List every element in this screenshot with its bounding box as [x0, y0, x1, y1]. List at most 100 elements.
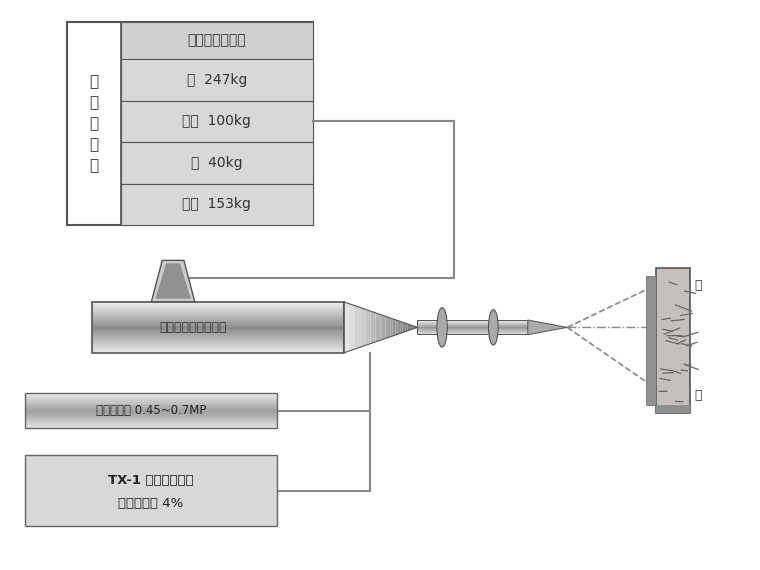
Bar — [92, 326, 344, 327]
Bar — [25, 410, 277, 412]
Bar — [417, 320, 527, 321]
Bar — [25, 409, 277, 410]
Text: 可参考的配合比: 可参考的配合比 — [188, 34, 246, 48]
Text: 风压控制在 0.45~0.7MP: 风压控制在 0.45~0.7MP — [96, 404, 206, 417]
Bar — [92, 337, 344, 339]
Polygon shape — [155, 263, 191, 299]
Polygon shape — [363, 308, 366, 346]
Bar — [92, 332, 344, 334]
Bar — [25, 393, 277, 395]
Polygon shape — [151, 260, 195, 302]
Bar — [92, 344, 344, 345]
Bar — [646, 276, 656, 405]
Bar — [121, 184, 313, 225]
Bar — [25, 398, 277, 400]
Bar — [25, 404, 277, 405]
Bar — [417, 330, 527, 331]
Bar — [25, 425, 277, 426]
Bar — [92, 352, 344, 353]
Bar — [417, 327, 527, 328]
Text: 面: 面 — [695, 389, 701, 402]
Bar — [417, 323, 527, 324]
Bar — [25, 414, 277, 416]
Bar — [92, 341, 344, 343]
Bar — [417, 322, 527, 323]
Bar — [25, 407, 277, 409]
Bar — [417, 321, 527, 322]
Bar — [121, 142, 313, 184]
Bar — [92, 311, 344, 312]
Bar — [92, 348, 344, 349]
Bar — [656, 405, 690, 413]
Bar — [92, 312, 344, 314]
Polygon shape — [383, 315, 385, 339]
Bar — [92, 302, 344, 353]
Text: 混
凝
土
拌
合: 混 凝 土 拌 合 — [89, 74, 98, 173]
Bar — [25, 426, 277, 428]
Bar — [417, 332, 527, 333]
Ellipse shape — [437, 308, 447, 347]
Polygon shape — [361, 308, 363, 347]
Polygon shape — [415, 327, 417, 328]
Polygon shape — [358, 307, 361, 348]
Bar — [417, 331, 527, 332]
Bar — [25, 395, 277, 397]
Polygon shape — [410, 325, 413, 330]
Polygon shape — [385, 316, 388, 339]
Bar — [656, 268, 690, 413]
Bar — [92, 303, 344, 304]
Polygon shape — [344, 302, 346, 353]
Bar — [92, 347, 344, 348]
Bar — [92, 334, 344, 335]
Bar — [417, 333, 527, 334]
Polygon shape — [393, 319, 395, 336]
Polygon shape — [391, 318, 393, 337]
Bar — [92, 345, 344, 347]
Polygon shape — [371, 311, 373, 344]
Bar — [92, 320, 344, 321]
Polygon shape — [366, 310, 368, 345]
Polygon shape — [351, 304, 353, 351]
Bar — [92, 331, 344, 332]
Bar — [92, 322, 344, 324]
Bar — [417, 329, 527, 330]
Bar — [92, 327, 344, 329]
Text: 砂  247kg: 砂 247kg — [187, 73, 247, 87]
Bar — [417, 325, 527, 326]
Bar — [92, 324, 344, 325]
Bar — [67, 22, 313, 225]
Bar — [92, 307, 344, 308]
Bar — [92, 325, 344, 326]
Bar — [92, 317, 344, 319]
Bar — [25, 421, 277, 423]
Text: 岩: 岩 — [695, 279, 701, 292]
Polygon shape — [413, 325, 415, 329]
Text: 石子  153kg: 石子 153kg — [182, 197, 252, 211]
Polygon shape — [395, 320, 397, 335]
Text: 湿噴式混凝土噴射机: 湿噴式混凝土噴射机 — [159, 321, 226, 334]
Polygon shape — [375, 313, 378, 342]
Bar — [25, 416, 277, 418]
Bar — [417, 326, 527, 327]
Ellipse shape — [489, 310, 498, 345]
Bar — [92, 308, 344, 310]
Bar — [92, 335, 344, 336]
Bar — [92, 306, 344, 307]
Bar — [92, 329, 344, 330]
Bar — [121, 22, 313, 59]
Bar — [92, 349, 344, 351]
Polygon shape — [353, 305, 356, 349]
Bar — [417, 320, 527, 334]
Polygon shape — [346, 303, 349, 352]
Polygon shape — [349, 303, 351, 351]
Polygon shape — [405, 323, 407, 332]
Bar — [92, 321, 344, 322]
Bar — [92, 351, 344, 352]
Bar — [92, 340, 344, 341]
Bar — [92, 336, 344, 337]
Bar — [92, 316, 344, 317]
Bar — [121, 59, 313, 101]
Bar — [92, 339, 344, 340]
Bar — [92, 319, 344, 320]
Bar — [25, 420, 277, 421]
